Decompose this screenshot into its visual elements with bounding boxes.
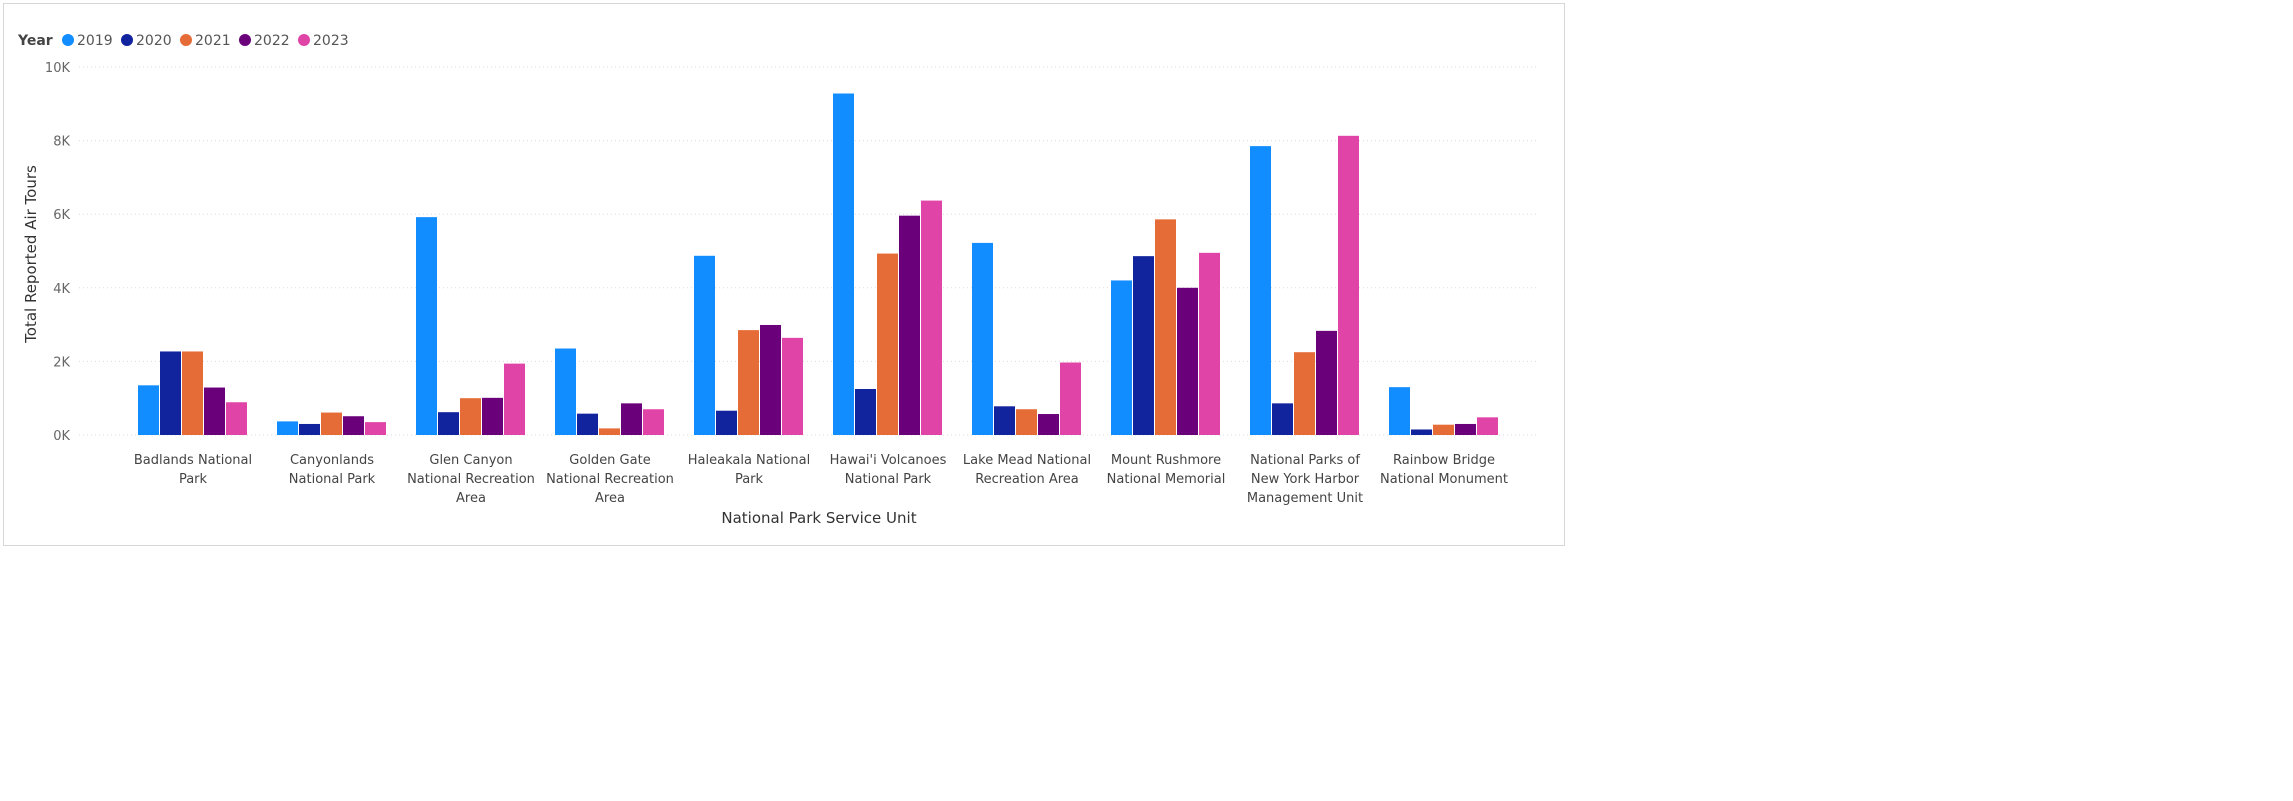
chart-visual: Year 2019 2020 2021 2022 2023 0K 2K 4K 6K 8K 10K Bad…	[3, 3, 1565, 546]
bar-2021-4	[738, 330, 759, 435]
legend-label-2023: 2023	[313, 33, 349, 49]
x-tick-label: Park	[735, 472, 764, 487]
y-tick-label: 10K	[45, 61, 71, 76]
bar-2020-1	[299, 423, 320, 435]
bar-2021-6	[1016, 409, 1037, 435]
x-tick-label: National Park	[845, 472, 932, 487]
x-tick-label: Area	[595, 491, 625, 506]
x-tick-label: Haleakala National	[688, 453, 810, 468]
y-tick-label: 6K	[53, 208, 70, 223]
bar-2023-1	[365, 422, 386, 435]
bar-2022-3	[621, 403, 642, 435]
legend-marker-2022	[239, 34, 251, 46]
bar-2019-0	[138, 385, 159, 435]
y-tick-label: 2K	[53, 355, 70, 370]
x-tick-label: Park	[179, 472, 208, 487]
bar-2019-8	[1250, 146, 1271, 435]
bar-2023-6	[1060, 362, 1081, 435]
bar-2019-3	[555, 348, 576, 435]
x-tick-label: Management Unit	[1247, 491, 1363, 506]
bar-2023-7	[1199, 252, 1220, 435]
bar-chart: Year 2019 2020 2021 2022 2023 0K 2K 4K 6K 8K 10K Bad…	[17, 33, 1539, 527]
bar-2022-6	[1038, 414, 1059, 435]
bar-2021-0	[182, 351, 203, 435]
bar-2020-5	[855, 389, 876, 435]
bar-2019-1	[277, 421, 298, 435]
y-tick-label: 4K	[53, 282, 70, 297]
bar-2020-2	[438, 412, 459, 435]
bar-2023-9	[1477, 417, 1498, 435]
bar-2022-8	[1316, 330, 1337, 435]
bar-2023-2	[504, 363, 525, 435]
x-tick-label: Golden Gate	[569, 453, 650, 468]
bar-2020-6	[994, 406, 1015, 435]
legend-label-2022: 2022	[254, 33, 290, 49]
bar-2023-5	[921, 200, 942, 435]
legend-marker-2019	[62, 34, 74, 46]
bar-2021-2	[460, 398, 481, 435]
legend-marker-2023	[298, 34, 310, 46]
x-tick-label: Hawai'i Volcanoes	[830, 453, 947, 468]
legend-marker-2020	[121, 34, 133, 46]
bar-2019-7	[1111, 280, 1132, 435]
x-tick-label: Mount Rushmore	[1111, 453, 1221, 468]
bar-2019-5	[833, 93, 854, 435]
bar-2022-4	[760, 324, 781, 435]
x-tick-label: Recreation Area	[975, 472, 1079, 487]
bar-2019-2	[416, 217, 437, 435]
x-tick-label: Rainbow Bridge	[1393, 453, 1495, 468]
x-tick-label: National Monument	[1380, 472, 1508, 487]
legend-label-2021: 2021	[195, 33, 231, 49]
bar-2022-7	[1177, 287, 1198, 435]
x-tick-label: Area	[456, 491, 486, 506]
bar-2022-2	[482, 397, 503, 435]
bar-2023-8	[1338, 135, 1359, 436]
bar-2019-9	[1389, 387, 1410, 435]
x-tick-label: National Recreation	[407, 472, 535, 487]
x-tick-label: Lake Mead National	[963, 453, 1091, 468]
bar-2020-4	[716, 410, 737, 435]
bar-2022-0	[204, 387, 225, 435]
bar-2020-3	[577, 413, 598, 435]
bar-2023-3	[643, 409, 664, 435]
bar-2022-1	[343, 416, 364, 435]
bar-2023-0	[226, 402, 247, 435]
bar-2020-7	[1133, 256, 1154, 435]
bar-2021-9	[1433, 424, 1454, 435]
x-tick-label: National Parks of	[1250, 453, 1360, 468]
bar-2019-4	[694, 255, 715, 435]
x-tick-label: New York Harbor	[1251, 472, 1360, 487]
bar-2021-3	[599, 428, 620, 435]
legend-marker-2021	[180, 34, 192, 46]
y-tick-label: 0K	[53, 429, 70, 444]
x-tick-label: National Park	[289, 472, 376, 487]
legend-title: Year	[17, 33, 53, 49]
x-axis-title: National Park Service Unit	[721, 509, 916, 527]
x-tick-label: National Recreation	[546, 472, 674, 487]
bar-2020-9	[1411, 429, 1432, 435]
legend-label-2020: 2020	[136, 33, 172, 49]
y-tick-label: 8K	[53, 135, 70, 150]
x-tick-label: Badlands National	[134, 453, 252, 468]
x-tick-label: National Memorial	[1107, 472, 1226, 487]
bar-2023-4	[782, 337, 803, 435]
bar-2021-1	[321, 412, 342, 435]
x-tick-label: Glen Canyon	[429, 453, 512, 468]
bar-2022-9	[1455, 423, 1476, 435]
y-axis-title: Total Reported Air Tours	[22, 165, 40, 344]
bar-2020-8	[1272, 403, 1293, 435]
legend-label-2019: 2019	[77, 33, 113, 49]
bar-2022-5	[899, 215, 920, 435]
bar-2019-6	[972, 242, 993, 435]
bar-2021-5	[877, 253, 898, 435]
bar-2020-0	[160, 351, 181, 435]
bar-2021-7	[1155, 219, 1176, 435]
x-tick-label: Canyonlands	[290, 453, 374, 468]
bar-2021-8	[1294, 352, 1315, 435]
